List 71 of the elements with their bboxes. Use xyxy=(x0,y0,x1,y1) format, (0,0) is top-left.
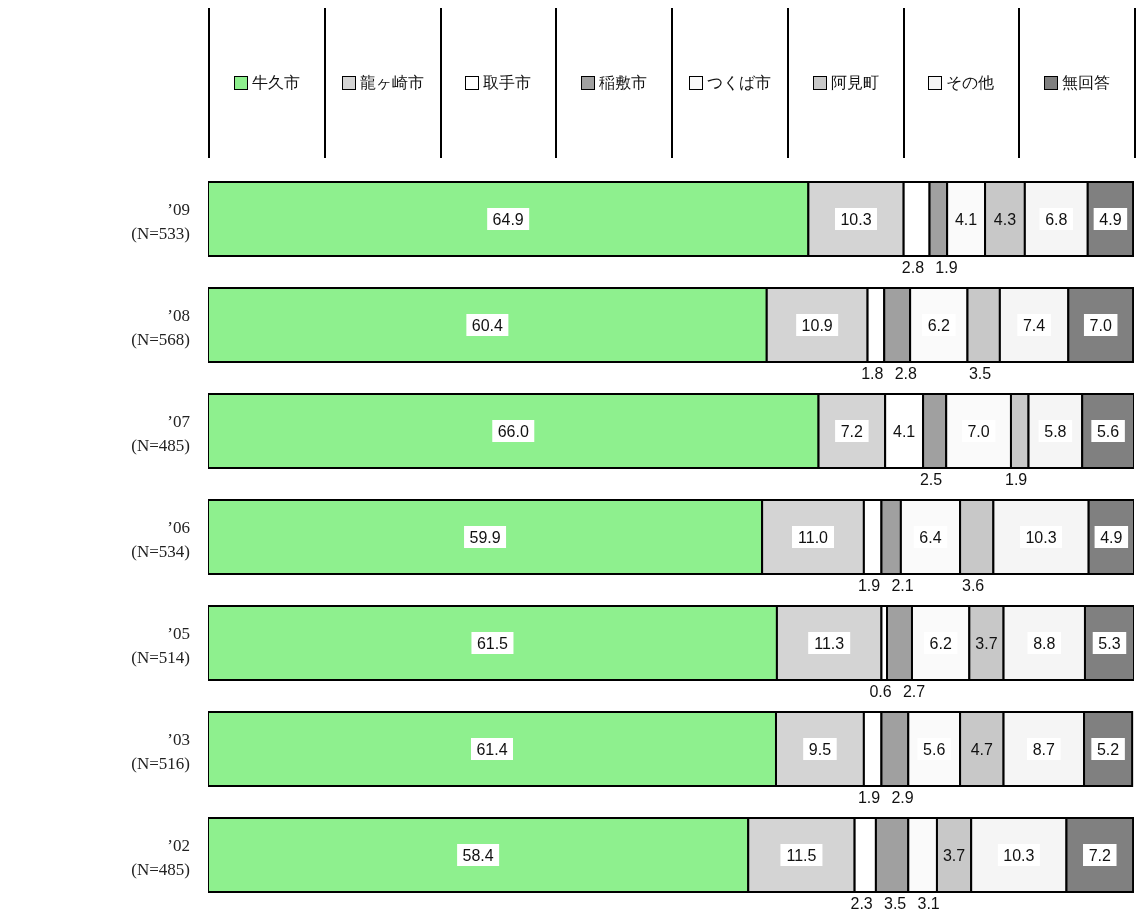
data-label: 5.2 xyxy=(1096,741,1120,758)
data-label: 10.3 xyxy=(840,211,872,228)
data-label: 2.8 xyxy=(901,259,925,276)
data-label: 5.8 xyxy=(1044,423,1067,440)
data-label: 61.5 xyxy=(476,635,509,652)
legend-label: 阿見町 xyxy=(830,72,879,94)
data-label: 9.5 xyxy=(808,741,832,758)
data-label: 7.4 xyxy=(1022,317,1046,334)
data-label: 2.3 xyxy=(850,895,873,912)
legend-label: つくば市 xyxy=(706,72,771,94)
legend-label: 稲敷市 xyxy=(599,72,648,94)
data-label: 7.2 xyxy=(1088,847,1111,864)
data-label: 1.9 xyxy=(935,259,958,276)
data-label: 11.3 xyxy=(814,635,845,652)
legend-label: 龍ヶ崎市 xyxy=(359,72,424,94)
data-label: 6.2 xyxy=(927,317,951,334)
data-label: 10.9 xyxy=(801,317,833,334)
y-tick-label: ’05 (N=514) xyxy=(131,624,190,667)
legend-label: 牛久市 xyxy=(251,72,300,94)
y-tick-label: ’06 (N=534) xyxy=(131,518,190,561)
data-label: 64.9 xyxy=(492,211,524,228)
data-label: 61.4 xyxy=(476,741,508,758)
data-label: 4.7 xyxy=(970,741,994,758)
data-label: 5.6 xyxy=(923,741,946,758)
data-label: 3.6 xyxy=(961,577,985,594)
data-label: 5.6 xyxy=(1096,423,1120,440)
data-label: 5.3 xyxy=(1098,635,1121,652)
data-label: 2.7 xyxy=(902,683,926,700)
data-label: 59.9 xyxy=(469,529,501,546)
y-tick-label: ’07 (N=485) xyxy=(131,412,191,455)
data-label: 3.7 xyxy=(975,635,998,652)
data-label: 8.8 xyxy=(1033,635,1056,652)
data-label: 8.7 xyxy=(1032,741,1056,758)
data-label: 7.2 xyxy=(840,423,864,440)
data-label: 0.6 xyxy=(869,683,892,700)
y-tick-label: ’02 (N=485) xyxy=(131,836,190,879)
data-label: 66.0 xyxy=(497,423,529,440)
data-label: 11.5 xyxy=(786,847,817,864)
data-label: 1.9 xyxy=(1005,471,1028,488)
data-label: 3.5 xyxy=(968,365,992,382)
y-tick-label: ’08 (N=568) xyxy=(131,306,190,349)
data-label: 2.9 xyxy=(891,789,914,806)
data-label: 4.3 xyxy=(993,211,1017,228)
legend-label: その他 xyxy=(946,72,995,94)
data-label: 2.8 xyxy=(894,365,917,382)
data-label: 4.9 xyxy=(1099,211,1122,228)
data-label: 4.1 xyxy=(954,211,978,228)
data-label: 3.1 xyxy=(917,895,940,912)
data-label: 10.3 xyxy=(1025,529,1057,546)
data-label: 6.4 xyxy=(919,529,942,546)
data-label: 3.5 xyxy=(884,895,907,912)
y-tick-label: ’09 (N=533) xyxy=(131,200,190,243)
legend-label: 取手市 xyxy=(483,72,532,94)
data-label: 2.5 xyxy=(919,471,943,488)
data-label: 60.4 xyxy=(471,317,504,334)
data-label: 3.7 xyxy=(942,847,966,864)
y-tick-label: ’03 (N=516) xyxy=(131,730,190,773)
data-label: 10.3 xyxy=(1003,847,1035,864)
data-label: 6.2 xyxy=(929,635,952,652)
data-label: 7.0 xyxy=(967,423,990,440)
data-label: 1.9 xyxy=(857,789,881,806)
data-label: 11.0 xyxy=(798,529,829,546)
data-label: 4.9 xyxy=(1100,529,1123,546)
legend-label: 無回答 xyxy=(1062,72,1111,94)
data-label: 4.1 xyxy=(892,423,916,440)
data-label: 6.8 xyxy=(1045,211,1068,228)
data-label: 2.1 xyxy=(891,577,914,594)
data-label: 7.0 xyxy=(1089,317,1112,334)
data-label: 1.8 xyxy=(861,365,884,382)
data-label: 58.4 xyxy=(462,847,494,864)
data-label: 1.9 xyxy=(857,577,881,594)
